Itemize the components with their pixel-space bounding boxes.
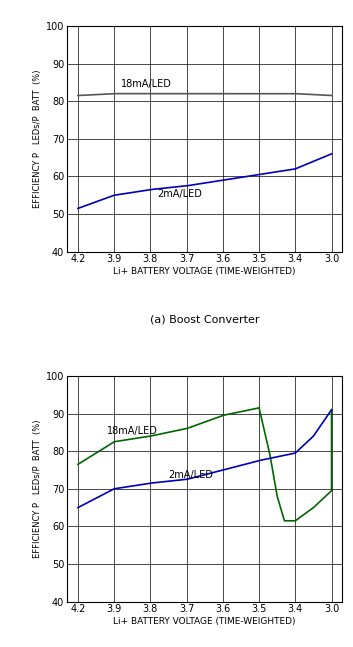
Text: 2mA/LED: 2mA/LED (168, 470, 213, 479)
X-axis label: Li+ BATTERY VOLTAGE (TIME-WEIGHTED): Li+ BATTERY VOLTAGE (TIME-WEIGHTED) (114, 267, 296, 276)
X-axis label: Li+ BATTERY VOLTAGE (TIME-WEIGHTED): Li+ BATTERY VOLTAGE (TIME-WEIGHTED) (114, 617, 296, 626)
Text: 18mA/LED: 18mA/LED (107, 426, 158, 436)
Text: 2mA/LED: 2mA/LED (158, 189, 203, 199)
Y-axis label: EFFICIENCY P   LEDs/P  BATT  (%): EFFICIENCY P LEDs/P BATT (%) (33, 69, 42, 208)
Text: (a) Boost Converter: (a) Boost Converter (150, 315, 259, 325)
Text: 18mA/LED: 18mA/LED (121, 79, 172, 89)
Y-axis label: EFFICIENCY P   LEDs/P  BATT  (%): EFFICIENCY P LEDs/P BATT (%) (33, 419, 42, 558)
